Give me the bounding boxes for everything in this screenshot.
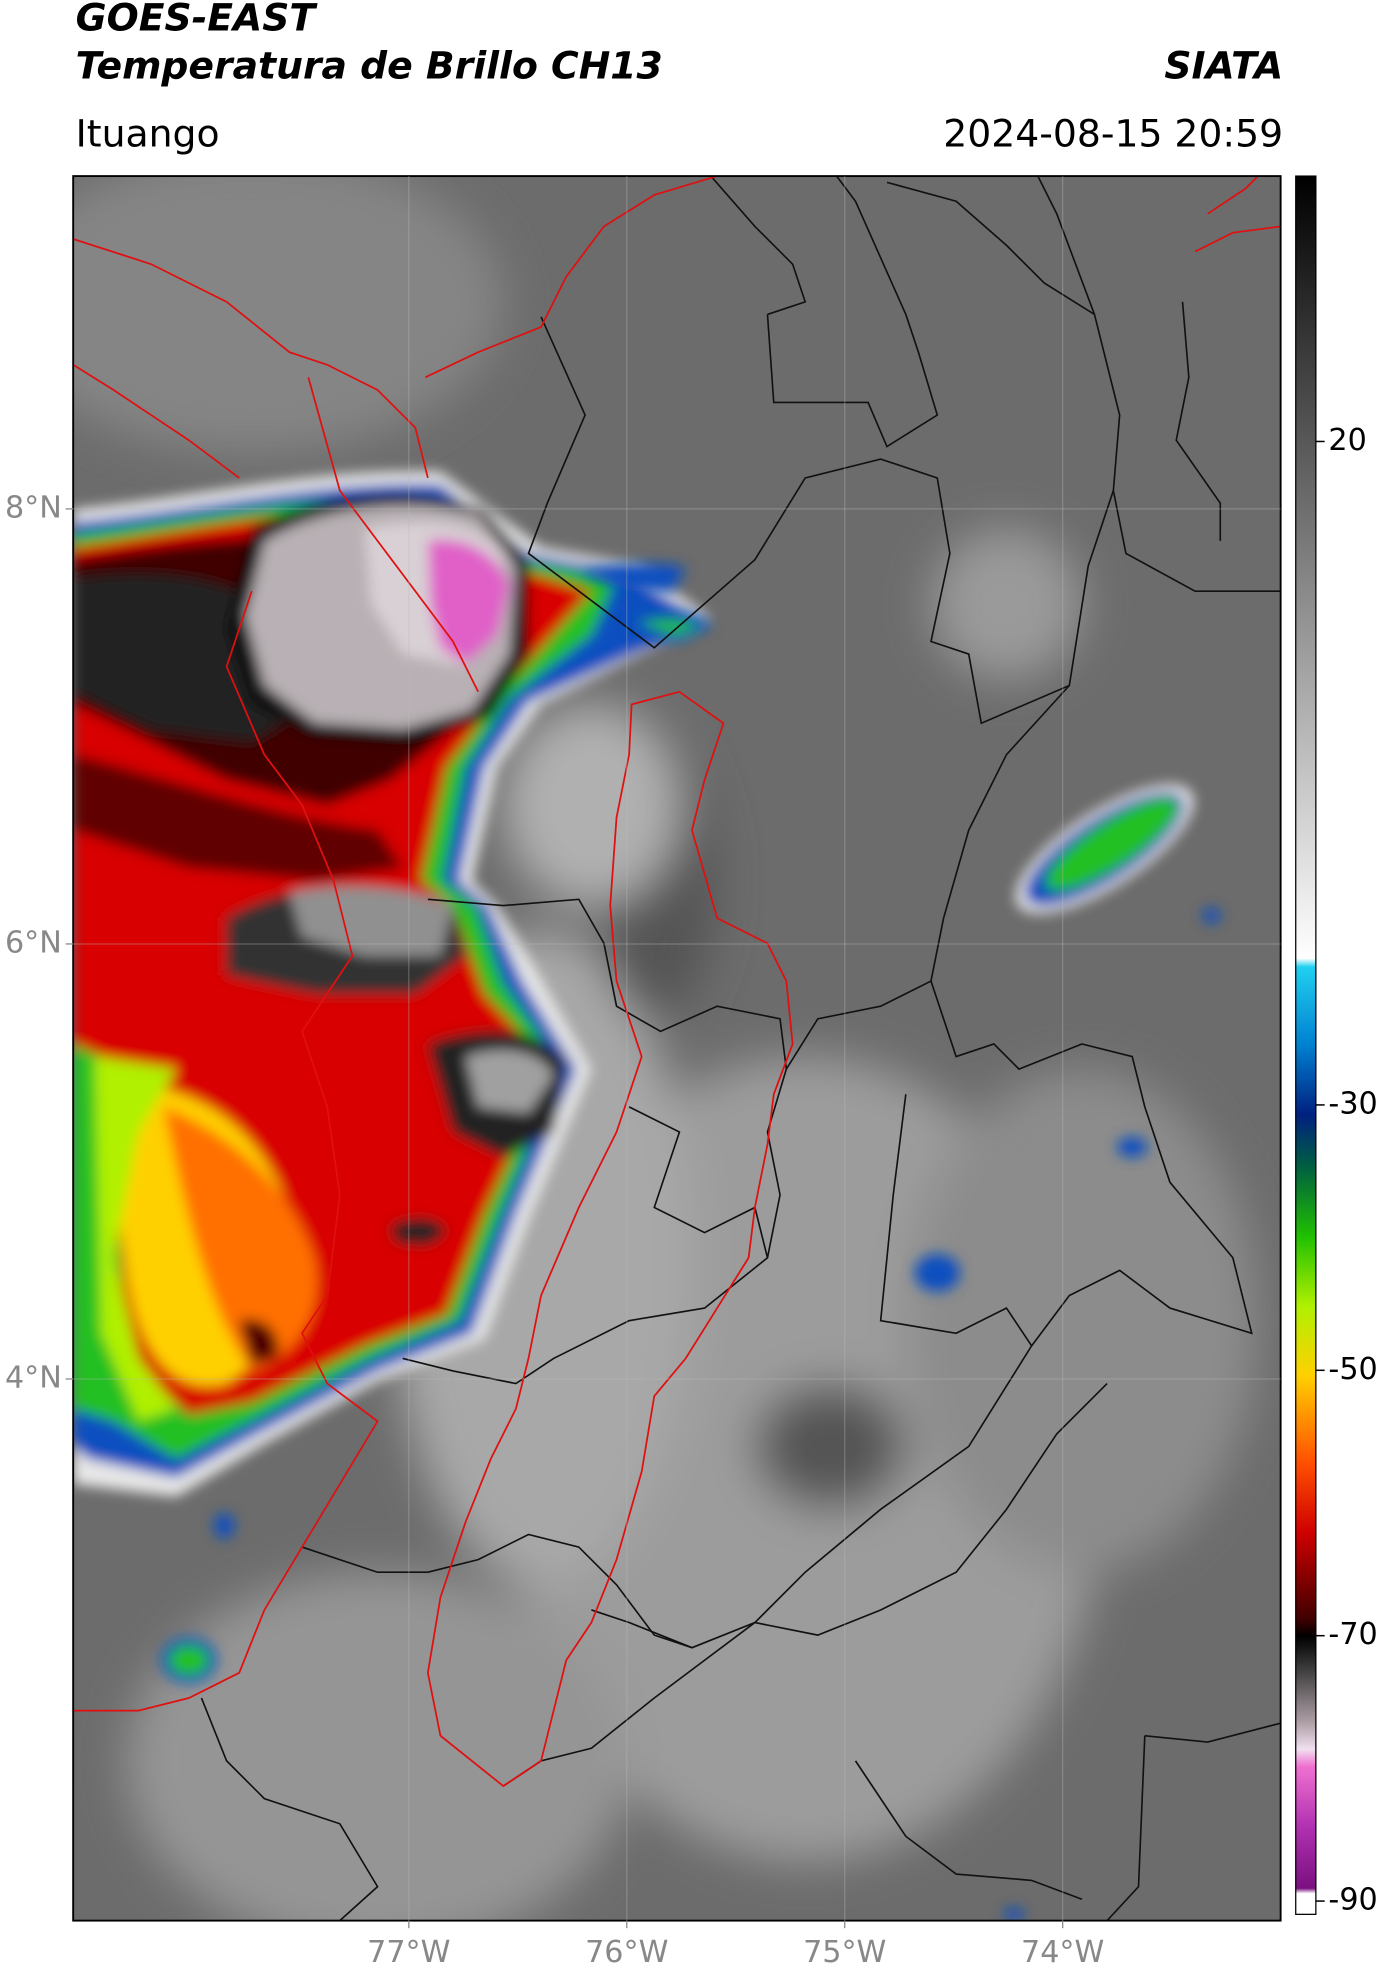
colorbar-label: -50 [1328, 1352, 1377, 1387]
datetime: 2024-08-15 20:59 [943, 111, 1283, 155]
cloud-texture [73, 176, 1258, 1921]
storm-west [73, 471, 711, 1497]
borders [73, 176, 1281, 1921]
lat-label: 8°N [5, 490, 62, 525]
lat-label: 6°N [5, 925, 62, 960]
lon-label: 76°W [585, 1935, 668, 1970]
location: Ituango [76, 111, 220, 155]
colorbar-label: -70 [1328, 1617, 1377, 1652]
lon-label: 74°W [1021, 1935, 1104, 1970]
lon-label: 75°W [803, 1935, 886, 1970]
lon-label: 77°W [367, 1935, 450, 1970]
source: SIATA [1164, 43, 1283, 87]
map-frame [72, 175, 1282, 1922]
colorbar-label: -90 [1328, 1883, 1377, 1918]
cold-cells [161, 563, 1221, 1921]
subtitle: Temperatura de Brillo CH13 [76, 43, 663, 87]
colorbar-label: 20 [1328, 423, 1366, 458]
colorbar-label: -30 [1328, 1086, 1377, 1121]
colorbar [1295, 175, 1317, 1915]
title: GOES-EAST [76, 0, 319, 40]
lat-label: 4°N [5, 1360, 62, 1395]
map-image [73, 176, 1281, 1921]
